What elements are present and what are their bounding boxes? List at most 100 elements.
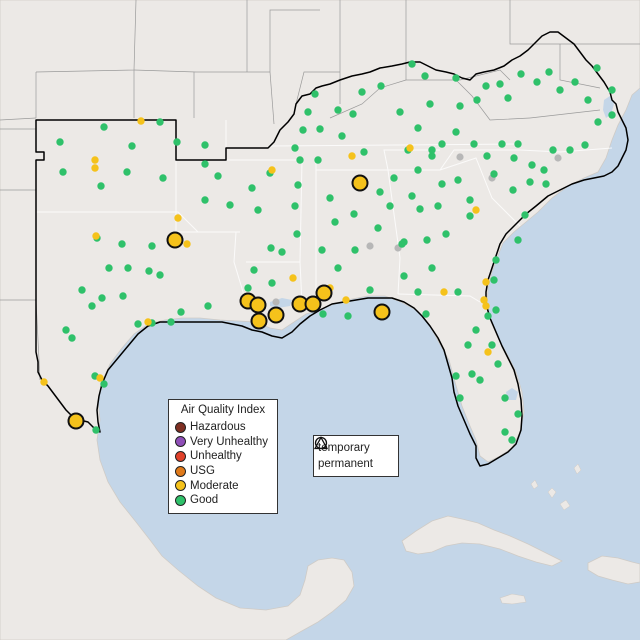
good-station-marker[interactable] bbox=[311, 90, 319, 98]
good-station-marker[interactable] bbox=[92, 426, 100, 434]
good-station-marker[interactable] bbox=[464, 341, 472, 349]
good-station-marker[interactable] bbox=[408, 60, 416, 68]
good-station-marker[interactable] bbox=[349, 110, 357, 118]
good-station-marker[interactable] bbox=[344, 312, 352, 320]
good-station-marker[interactable] bbox=[304, 108, 312, 116]
good-station-marker[interactable] bbox=[123, 168, 131, 176]
good-station-marker[interactable] bbox=[226, 201, 234, 209]
good-station-marker[interactable] bbox=[428, 152, 436, 160]
good-station-marker[interactable] bbox=[98, 294, 106, 302]
good-station-marker[interactable] bbox=[97, 182, 105, 190]
moderate-station-marker[interactable] bbox=[40, 378, 48, 386]
temporary-moderate-station-marker[interactable] bbox=[67, 412, 85, 430]
good-station-marker[interactable] bbox=[416, 205, 424, 213]
moderate-station-marker[interactable] bbox=[484, 348, 492, 356]
moderate-station-marker[interactable] bbox=[482, 278, 490, 286]
good-station-marker[interactable] bbox=[214, 172, 222, 180]
good-station-marker[interactable] bbox=[396, 108, 404, 116]
good-station-marker[interactable] bbox=[414, 288, 422, 296]
good-station-marker[interactable] bbox=[456, 394, 464, 402]
good-station-marker[interactable] bbox=[473, 96, 481, 104]
good-station-marker[interactable] bbox=[438, 180, 446, 188]
good-station-marker[interactable] bbox=[492, 306, 500, 314]
good-station-marker[interactable] bbox=[248, 184, 256, 192]
good-station-marker[interactable] bbox=[490, 276, 498, 284]
good-station-marker[interactable] bbox=[452, 372, 460, 380]
good-station-marker[interactable] bbox=[254, 206, 262, 214]
good-station-marker[interactable] bbox=[494, 360, 502, 368]
good-station-marker[interactable] bbox=[504, 94, 512, 102]
good-station-marker[interactable] bbox=[528, 161, 536, 169]
good-station-marker[interactable] bbox=[128, 142, 136, 150]
good-station-marker[interactable] bbox=[468, 370, 476, 378]
good-station-marker[interactable] bbox=[244, 284, 252, 292]
moderate-station-marker[interactable] bbox=[342, 296, 350, 304]
good-station-marker[interactable] bbox=[145, 267, 153, 275]
good-station-marker[interactable] bbox=[377, 82, 385, 90]
temporary-moderate-station-marker[interactable] bbox=[304, 295, 322, 313]
good-station-marker[interactable] bbox=[400, 238, 408, 246]
temporary-moderate-station-marker[interactable] bbox=[250, 312, 268, 330]
moderate-station-marker[interactable] bbox=[92, 232, 100, 240]
good-station-marker[interactable] bbox=[422, 310, 430, 318]
good-station-marker[interactable] bbox=[466, 212, 474, 220]
good-station-marker[interactable] bbox=[488, 341, 496, 349]
good-station-marker[interactable] bbox=[472, 326, 480, 334]
good-station-marker[interactable] bbox=[521, 211, 529, 219]
good-station-marker[interactable] bbox=[540, 166, 548, 174]
good-station-marker[interactable] bbox=[390, 174, 398, 182]
moderate-station-marker[interactable] bbox=[183, 240, 191, 248]
good-station-marker[interactable] bbox=[59, 168, 67, 176]
good-station-marker[interactable] bbox=[514, 140, 522, 148]
good-station-marker[interactable] bbox=[608, 86, 616, 94]
moderate-station-marker[interactable] bbox=[91, 156, 99, 164]
good-station-marker[interactable] bbox=[88, 302, 96, 310]
good-station-marker[interactable] bbox=[201, 160, 209, 168]
good-station-marker[interactable] bbox=[501, 428, 509, 436]
good-station-marker[interactable] bbox=[482, 82, 490, 90]
temporary-moderate-station-marker[interactable] bbox=[249, 296, 267, 314]
temporary-moderate-station-marker[interactable] bbox=[373, 303, 391, 321]
good-station-marker[interactable] bbox=[438, 140, 446, 148]
good-station-marker[interactable] bbox=[549, 146, 557, 154]
good-station-marker[interactable] bbox=[593, 64, 601, 72]
good-station-marker[interactable] bbox=[423, 236, 431, 244]
temporary-moderate-station-marker[interactable] bbox=[351, 174, 369, 192]
moderate-station-marker[interactable] bbox=[174, 214, 182, 222]
good-station-marker[interactable] bbox=[134, 320, 142, 328]
good-station-marker[interactable] bbox=[374, 224, 382, 232]
good-station-marker[interactable] bbox=[294, 181, 302, 189]
temporary-moderate-station-marker[interactable] bbox=[166, 231, 184, 249]
moderate-station-marker[interactable] bbox=[144, 318, 152, 326]
good-station-marker[interactable] bbox=[118, 240, 126, 248]
good-station-marker[interactable] bbox=[358, 88, 366, 96]
good-station-marker[interactable] bbox=[498, 140, 506, 148]
good-station-marker[interactable] bbox=[428, 146, 436, 154]
good-station-marker[interactable] bbox=[476, 376, 484, 384]
good-station-marker[interactable] bbox=[376, 188, 384, 196]
temporary-moderate-station-marker[interactable] bbox=[315, 284, 333, 302]
good-station-marker[interactable] bbox=[508, 436, 516, 444]
good-station-marker[interactable] bbox=[454, 288, 462, 296]
good-station-marker[interactable] bbox=[566, 146, 574, 154]
good-station-marker[interactable] bbox=[56, 138, 64, 146]
good-station-marker[interactable] bbox=[408, 192, 416, 200]
good-station-marker[interactable] bbox=[291, 144, 299, 152]
good-station-marker[interactable] bbox=[400, 272, 408, 280]
good-station-marker[interactable] bbox=[314, 156, 322, 164]
good-station-marker[interactable] bbox=[414, 166, 422, 174]
good-station-marker[interactable] bbox=[470, 140, 478, 148]
good-station-marker[interactable] bbox=[100, 123, 108, 131]
moderate-station-marker[interactable] bbox=[348, 152, 356, 160]
good-station-marker[interactable] bbox=[100, 380, 108, 388]
good-station-marker[interactable] bbox=[545, 68, 553, 76]
good-station-marker[interactable] bbox=[466, 196, 474, 204]
good-station-marker[interactable] bbox=[581, 141, 589, 149]
good-station-marker[interactable] bbox=[338, 132, 346, 140]
good-station-marker[interactable] bbox=[78, 286, 86, 294]
good-station-marker[interactable] bbox=[442, 230, 450, 238]
good-station-marker[interactable] bbox=[331, 218, 339, 226]
good-station-marker[interactable] bbox=[360, 148, 368, 156]
good-station-marker[interactable] bbox=[456, 102, 464, 110]
good-station-marker[interactable] bbox=[501, 394, 509, 402]
